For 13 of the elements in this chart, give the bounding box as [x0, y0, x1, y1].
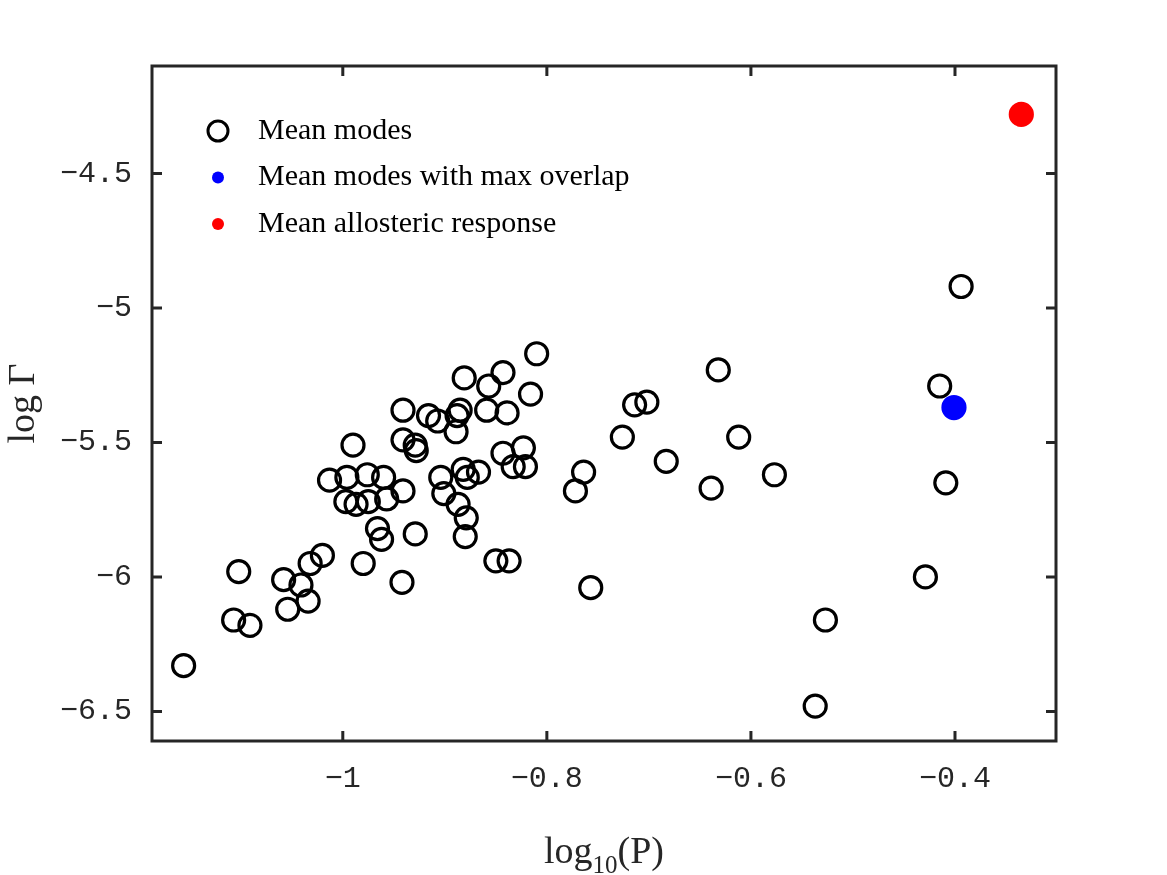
- y-tick-label: −6.5: [59, 694, 132, 729]
- x-tick-label: −0.4: [918, 761, 991, 796]
- x-tick-label: −0.8: [510, 761, 583, 796]
- y-tick-label: −4.5: [59, 156, 132, 191]
- y-axis-title: log Γ: [0, 363, 42, 444]
- legend-label: Mean modes: [258, 111, 413, 145]
- legend-label: Mean allosteric response: [258, 204, 557, 238]
- x-tick-label: −1: [324, 761, 361, 796]
- x-tick-label: −0.6: [714, 761, 787, 796]
- y-tick-label: −6: [95, 559, 132, 594]
- y-tick-label: −5: [95, 290, 132, 325]
- y-tick-label: −5.5: [59, 425, 132, 460]
- legend-label: Mean modes with max overlap: [258, 158, 630, 192]
